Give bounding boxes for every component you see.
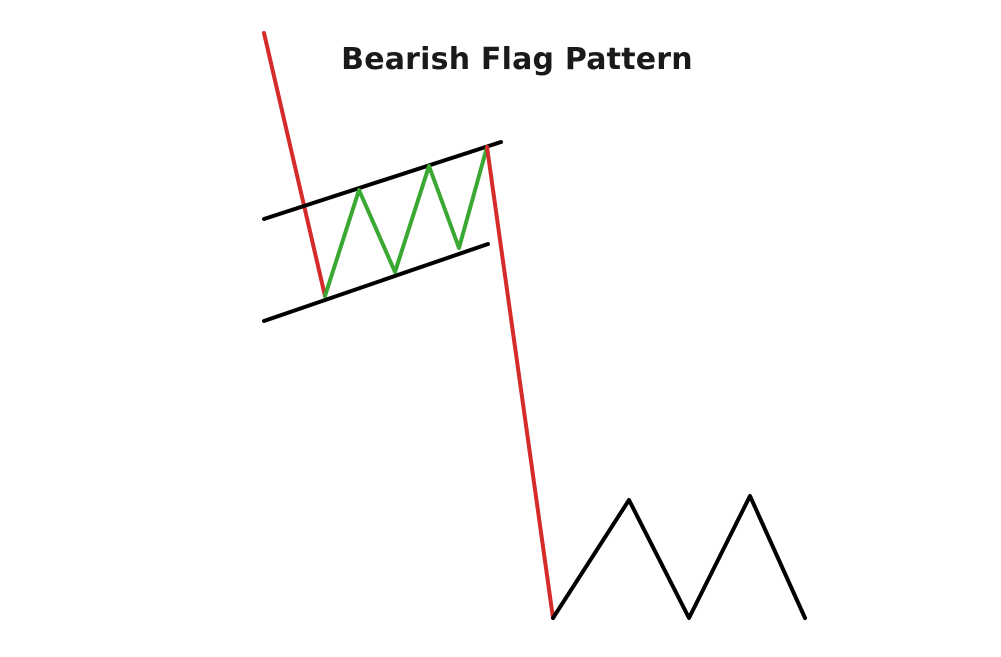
breakdown-line [485,145,555,620]
flagpole [262,31,327,298]
flag-upper-boundary [262,140,503,221]
continuation-zigzag [551,494,807,620]
flag-price-zigzag [323,145,489,298]
flag-lower-boundary [262,242,490,323]
diagram-title: Bearish Flag Pattern [341,42,693,77]
